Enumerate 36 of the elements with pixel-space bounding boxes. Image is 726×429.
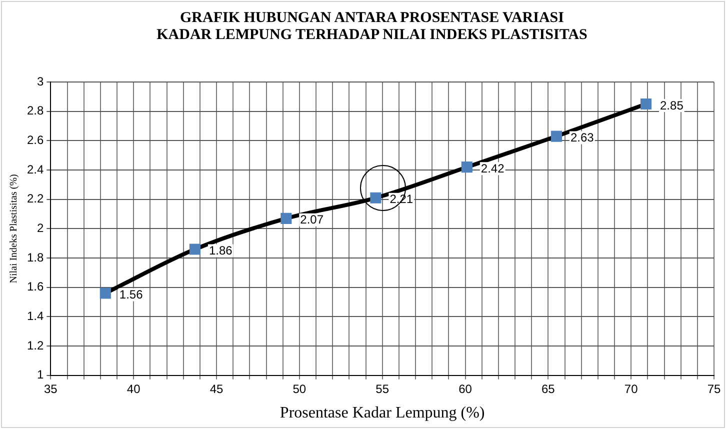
x-tick-label: 45: [210, 382, 224, 396]
data-label: 2.63: [570, 130, 594, 145]
y-tick-label: 2.6: [26, 132, 44, 147]
y-tick-label: 1: [36, 368, 44, 382]
x-tick-label: 40: [126, 382, 141, 396]
y-tick-label: 1.2: [26, 338, 44, 352]
data-label: 2.07: [300, 212, 324, 227]
x-axis-title: Prosentase Kadar Lempung (%): [280, 404, 485, 422]
point: [100, 288, 111, 299]
data-label: 1.86: [208, 244, 233, 258]
x-tick-label: 75: [707, 382, 721, 396]
data-label: 2.85: [660, 98, 684, 112]
point: [370, 192, 382, 204]
point: [461, 162, 472, 173]
y-axis-title: Nilai Indeks Plastisitas (%): [8, 174, 20, 284]
point: [550, 130, 562, 142]
y-tick-label: 3: [36, 74, 44, 88]
x-tick-label: 60: [458, 382, 472, 396]
x-tick-label: 70: [624, 382, 638, 396]
point: [640, 98, 652, 110]
x-tick-label: 65: [541, 382, 556, 396]
y-tick-label: 2.8: [26, 104, 44, 118]
y-tick-label: 1.8: [26, 250, 44, 264]
y-tick-label: 2.2: [26, 192, 44, 206]
x-tick-label: 50: [292, 382, 306, 396]
y-tick-label: 1.6: [26, 280, 44, 294]
y-tick-label: 2.4: [26, 162, 44, 176]
x-tick-label: 55: [376, 382, 390, 396]
point: [189, 244, 200, 255]
chart-title: GRAFIK HUBUNGAN ANTARA PROSENTASE VARIASI KADAR LEMPUNG TERHADAP NILAI INDEKS PLASTISITAS: [156, 10, 588, 44]
x-tick-label: 35: [44, 382, 58, 396]
y-tick-label: 2: [36, 221, 44, 236]
data-label: 2.42: [480, 161, 505, 176]
data-label: 1.56: [119, 288, 144, 302]
point: [280, 212, 292, 224]
y-tick-label: 1.4: [26, 309, 44, 324]
